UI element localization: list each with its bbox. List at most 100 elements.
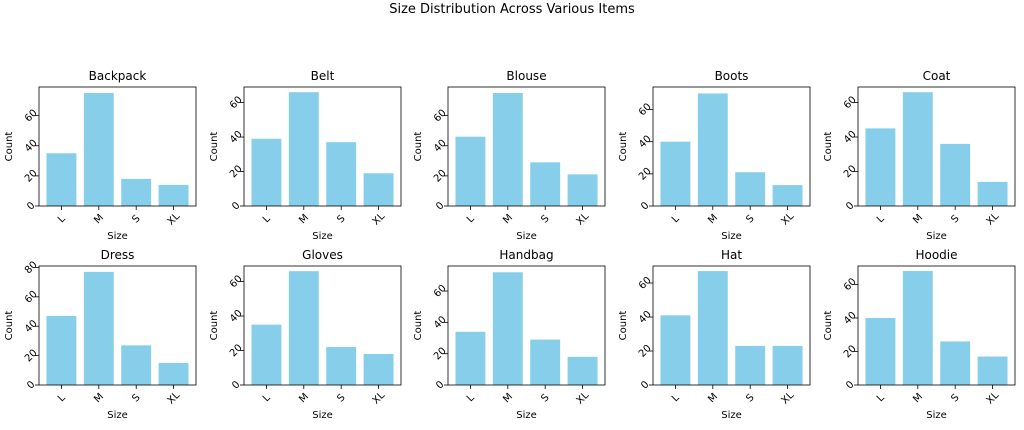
bar-hat-m: [697, 271, 728, 385]
x-tick-label-hoodie: XL: [985, 390, 1002, 407]
y-tick-label-gloves: 0: [230, 379, 242, 391]
y-tick-label-hat: 0: [639, 379, 651, 391]
y-tick-label-hat: 60: [637, 275, 654, 292]
bar-backpack-s: [121, 178, 152, 206]
y-tick-label-coat: 60: [842, 94, 859, 111]
subplot-title-handbag: Handbag: [499, 248, 553, 262]
y-tick-label-boots: 60: [637, 101, 654, 118]
x-tick-label-belt: L: [261, 213, 273, 225]
y-tick-label-blouse: 0: [434, 200, 446, 212]
y-tick-label-backpack: 40: [23, 138, 40, 155]
y-tick-label-belt: 40: [228, 129, 245, 146]
x-tick-label-gloves: XL: [371, 390, 388, 407]
bar-belt-m: [288, 92, 319, 206]
bar-boots-l: [660, 141, 691, 206]
bar-hoodie-m: [902, 271, 933, 385]
bar-handbag-s: [530, 339, 561, 385]
y-axis-label-boots: Count: [618, 132, 629, 162]
x-tick-label-coat: L: [875, 213, 887, 225]
bar-hoodie-xl: [977, 356, 1008, 385]
x-tick-label-boots: M: [706, 212, 720, 226]
y-tick-label-backpack: 20: [23, 168, 40, 185]
y-tick-label-backpack: 0: [25, 200, 37, 212]
y-tick-label-coat: 40: [842, 129, 859, 146]
x-tick-label-blouse: XL: [575, 211, 592, 228]
x-tick-label-hoodie: S: [949, 392, 961, 404]
x-axis-label-hoodie: Size: [926, 410, 947, 421]
bar-boots-s: [735, 172, 766, 206]
bar-coat-l: [865, 128, 896, 206]
bar-coat-xl: [977, 181, 1008, 206]
x-tick-label-hat: XL: [780, 390, 797, 407]
x-axis-label-backpack: Size: [107, 231, 128, 242]
y-axis-label-dress: Count: [4, 311, 15, 341]
y-tick-label-coat: 0: [844, 200, 856, 212]
y-axis-label-coat: Count: [823, 132, 834, 162]
x-tick-label-coat: XL: [985, 211, 1002, 228]
x-tick-label-dress: L: [56, 392, 68, 404]
axes-frame-blouse: [447, 86, 606, 207]
x-axis-label-coat: Size: [926, 231, 947, 242]
bar-handbag-m: [492, 272, 523, 385]
x-tick-label-belt: XL: [371, 211, 388, 228]
x-axis-label-hat: Size: [721, 410, 742, 421]
bar-handbag-l: [455, 331, 486, 385]
y-axis-label-gloves: Count: [209, 311, 220, 341]
x-tick-label-blouse: L: [465, 213, 477, 225]
bar-hat-s: [735, 345, 766, 385]
x-axis-label-gloves: Size: [312, 410, 333, 421]
y-tick-label-gloves: 60: [228, 273, 245, 290]
axes-frame-backpack: [38, 86, 197, 207]
x-tick-label-dress: M: [92, 391, 106, 405]
subplot-title-gloves: Gloves: [302, 248, 343, 262]
x-tick-label-boots: L: [670, 213, 682, 225]
y-tick-label-handbag: 20: [432, 346, 449, 363]
bar-boots-xl: [772, 185, 803, 206]
bar-blouse-l: [455, 136, 486, 206]
x-tick-label-handbag: S: [539, 392, 551, 404]
y-tick-label-backpack: 60: [23, 108, 40, 125]
bar-handbag-xl: [567, 356, 598, 385]
bar-gloves-xl: [363, 353, 394, 385]
y-axis-label-hat: Count: [618, 311, 629, 341]
figure-title: Size Distribution Across Various Items: [389, 2, 635, 17]
bar-gloves-l: [251, 324, 282, 385]
bar-dress-l: [46, 315, 77, 385]
subplot-title-hoodie: Hoodie: [915, 248, 957, 262]
bar-boots-m: [697, 93, 728, 206]
axes-frame-belt: [243, 86, 402, 207]
bar-hoodie-s: [940, 341, 971, 385]
y-tick-label-blouse: 40: [432, 138, 449, 155]
y-axis-label-blouse: Count: [413, 132, 424, 162]
x-tick-label-gloves: M: [297, 391, 311, 405]
y-tick-label-dress: 0: [25, 379, 37, 391]
bar-dress-s: [121, 345, 152, 385]
y-tick-label-hoodie: 0: [844, 379, 856, 391]
x-axis-label-handbag: Size: [516, 410, 537, 421]
bar-backpack-xl: [158, 184, 189, 206]
y-tick-label-hoodie: 20: [842, 343, 859, 360]
subplot-title-coat: Coat: [923, 69, 951, 83]
y-tick-label-dress: 80: [23, 259, 40, 276]
y-tick-label-dress: 20: [23, 348, 40, 365]
y-tick-label-handbag: 0: [434, 379, 446, 391]
x-tick-label-handbag: L: [465, 392, 477, 404]
y-tick-label-hoodie: 40: [842, 310, 859, 327]
y-tick-label-blouse: 60: [432, 108, 449, 125]
subplot-title-blouse: Blouse: [506, 69, 546, 83]
bar-gloves-m: [288, 271, 319, 385]
subplot-title-dress: Dress: [101, 248, 135, 262]
y-tick-label-blouse: 20: [432, 168, 449, 185]
bar-dress-xl: [158, 362, 189, 385]
subplot-title-hat: Hat: [721, 248, 742, 262]
x-axis-label-boots: Size: [721, 231, 742, 242]
y-tick-label-hat: 20: [637, 343, 654, 360]
x-tick-label-hoodie: L: [875, 392, 887, 404]
bar-dress-m: [83, 271, 114, 385]
y-tick-label-hoodie: 60: [842, 276, 859, 293]
x-tick-label-boots: S: [744, 213, 756, 225]
bar-blouse-xl: [567, 174, 598, 206]
x-tick-label-hat: M: [706, 391, 720, 405]
y-axis-label-backpack: Count: [4, 132, 15, 162]
